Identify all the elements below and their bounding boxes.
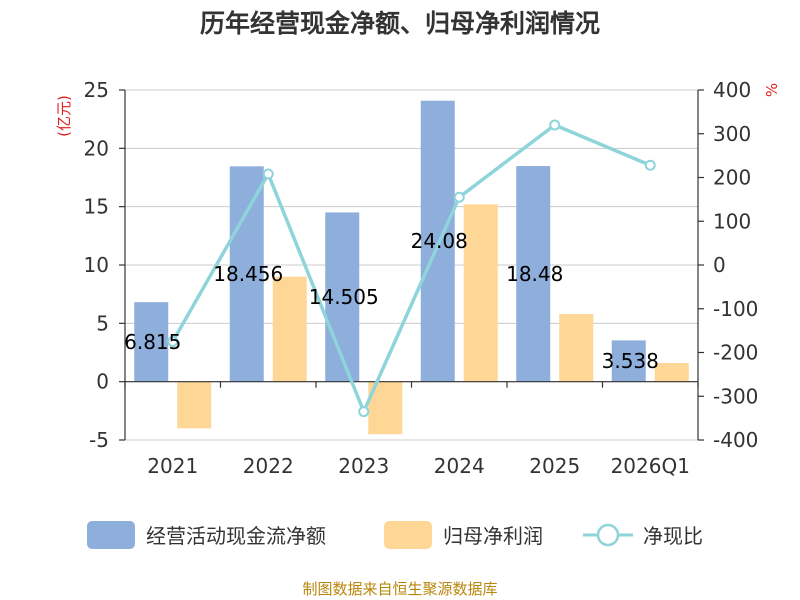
bar-value-label: 6.815 <box>124 330 181 354</box>
left-tick-label: 15 <box>84 195 109 219</box>
right-tick-label: -400 <box>713 428 758 452</box>
ratio-line <box>167 119 656 418</box>
ratio-point <box>262 168 274 180</box>
x-tick-label: 2025 <box>529 454 580 478</box>
left-tick-label: -5 <box>89 428 109 452</box>
bar-value-label: 18.48 <box>506 262 563 286</box>
right-axis-ticks: 400 300 200 100 0 -100 -200 -300 -400 <box>698 78 758 452</box>
ratio-line-path <box>171 122 651 417</box>
legend-swatch-cashflow <box>87 521 135 549</box>
legend-swatch-ratio-marker <box>596 523 620 547</box>
left-tick-label: 5 <box>96 311 109 335</box>
x-axis-ticks: 2021 2022 2023 2024 2025 2026Q1 <box>124 381 699 478</box>
right-tick-label: 400 <box>713 78 751 102</box>
bar-netprofit <box>272 276 307 382</box>
ratio-point <box>549 119 561 131</box>
bar-cashflow <box>516 166 551 382</box>
left-tick-label: 0 <box>96 370 109 394</box>
right-tick-label: 100 <box>713 209 751 233</box>
x-tick-label: 2026Q1 <box>611 454 690 478</box>
legend-label-cashflow: 经营活动现金流净额 <box>146 524 326 548</box>
x-tick-label: 2024 <box>434 454 485 478</box>
source-note: 制图数据来自恒生聚源数据库 <box>302 580 497 598</box>
bar-value-label: 14.505 <box>309 285 379 309</box>
ratio-point <box>453 191 465 203</box>
left-tick-label: 20 <box>84 136 109 160</box>
legend-label-ratio: 净现比 <box>643 524 703 548</box>
bar-netprofit <box>654 363 689 382</box>
left-tick-label: 10 <box>84 253 109 277</box>
legend-label-netprofit: 归母净利润 <box>443 524 543 548</box>
x-tick-label: 2022 <box>243 454 294 478</box>
x-tick-label: 2023 <box>338 454 389 478</box>
bar-value-label: 24.08 <box>411 229 468 253</box>
bar-value-label: 18.456 <box>213 262 283 286</box>
bar-netprofit <box>463 204 498 382</box>
right-tick-label: -100 <box>713 297 758 321</box>
legend-swatch-netprofit <box>384 521 432 549</box>
ratio-point <box>644 159 656 171</box>
right-axis-unit: % <box>763 83 781 97</box>
ratio-point <box>167 336 179 348</box>
legend: 经营活动现金流净额 归母净利润 净现比 <box>87 521 703 549</box>
left-tick-label: 25 <box>84 78 109 102</box>
left-axis-unit: (亿元) <box>55 95 73 137</box>
x-tick-label: 2021 <box>147 454 198 478</box>
chart-title: 历年经营现金净额、归母净利润情况 <box>200 9 600 38</box>
bar-cashflow <box>134 302 169 382</box>
right-tick-label: -200 <box>713 341 758 365</box>
bar-cashflow <box>611 340 646 382</box>
bar-netprofit <box>177 381 212 429</box>
bar-cashflow <box>229 166 264 382</box>
bar-netprofit <box>559 314 594 382</box>
right-tick-label: 300 <box>713 122 751 146</box>
bar-value-label: 3.538 <box>602 349 659 373</box>
right-tick-label: -300 <box>713 384 758 408</box>
ratio-point <box>358 406 370 418</box>
right-tick-label: 200 <box>713 166 751 190</box>
data-labels: 6.815 18.456 14.505 24.08 18.48 3.538 <box>124 229 659 373</box>
left-axis-ticks: 25 20 15 10 5 0 -5 <box>84 78 125 452</box>
right-tick-label: 0 <box>713 253 726 277</box>
